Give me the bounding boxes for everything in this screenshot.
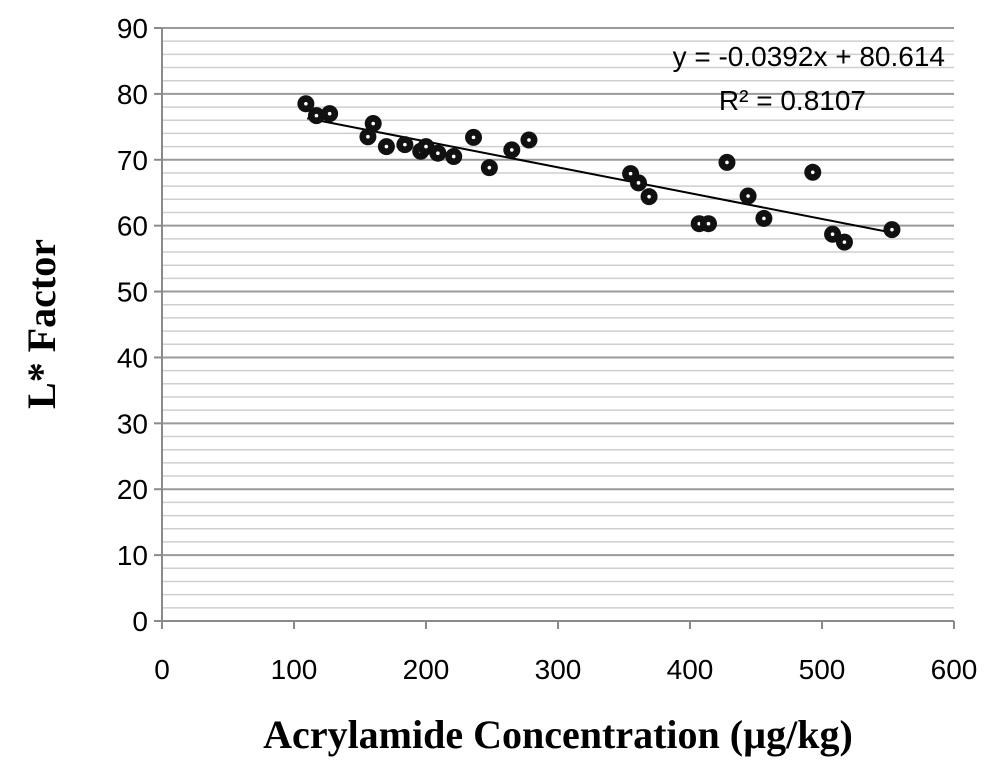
data-point-center [527,138,531,142]
y-tick-label: 20 [117,474,148,505]
data-point-center [371,121,376,126]
x-tick-label: 300 [535,654,582,685]
tick-labels: 0 10 20 30 40 50 60 70 80 90 0 100 200 300 400 500 600 [117,13,978,685]
trendline-layer [307,117,893,234]
x-tick-label: 600 [931,654,978,685]
data-point-center [471,135,476,140]
data-point [297,95,315,113]
x-tick-label: 500 [799,654,846,685]
trendline-equation: y = -0.0392x + 80.614 [673,41,945,72]
data-point-center [327,111,332,116]
data-point-center [403,142,407,147]
y-axis-title: L* Factor [19,239,64,409]
data-point-center [384,144,389,149]
y-tick-label: 0 [132,606,148,637]
grid-layer [162,27,954,609]
data-point [630,174,648,192]
data-point-center [487,165,492,170]
data-point-center [314,113,319,118]
data-point-center [842,240,847,244]
y-tick-label: 50 [117,277,148,308]
axes-layer [154,27,955,629]
x-tick-label: 100 [271,654,318,685]
data-point-center [830,232,835,237]
data-points [297,95,901,251]
data-point [307,107,325,125]
y-tick-label: 30 [117,408,148,439]
data-point-center [636,181,641,185]
data-point-center [451,154,456,159]
data-point [835,233,853,251]
y-tick-label: 60 [117,211,148,242]
trendline [307,117,893,234]
data-point [755,209,773,227]
x-axis-title: Acrylamide Concentration (µg/kg) [263,712,853,757]
data-point [396,136,414,154]
data-point-center [304,101,308,106]
data-point-center [890,227,894,232]
data-point-center [706,221,711,226]
y-tick-label: 70 [117,145,148,176]
data-point [321,105,339,123]
trendline-r-squared: R² = 0.8107 [719,85,866,116]
data-point-center [647,194,651,199]
y-tick-label: 90 [117,13,148,44]
data-point [364,115,382,133]
data-point [520,131,538,149]
x-tick-label: 200 [403,654,450,685]
data-point [739,187,757,205]
data-point [480,159,498,177]
data-point-center [762,216,766,221]
y-tick-label: 40 [117,342,148,373]
data-point-center [424,144,428,149]
data-point [503,141,521,159]
data-point [883,221,901,239]
data-point-center [746,194,750,198]
data-point [699,215,717,233]
x-tick-label: 400 [667,654,714,685]
data-point [377,138,395,156]
data-point [804,163,822,181]
y-tick-label: 10 [117,540,148,571]
data-point-center [366,134,370,139]
data-point [429,144,447,162]
data-point [445,147,463,165]
data-point [465,128,483,146]
data-point-center [810,170,815,175]
data-point-center [510,148,514,152]
data-point [718,153,736,171]
data-point-center [628,171,633,176]
data-point [359,128,377,146]
data-point-center [436,151,440,155]
data-point [640,188,658,206]
x-tick-label: 0 [154,654,170,685]
y-tick-label: 80 [117,79,148,110]
data-point-center [725,160,729,165]
